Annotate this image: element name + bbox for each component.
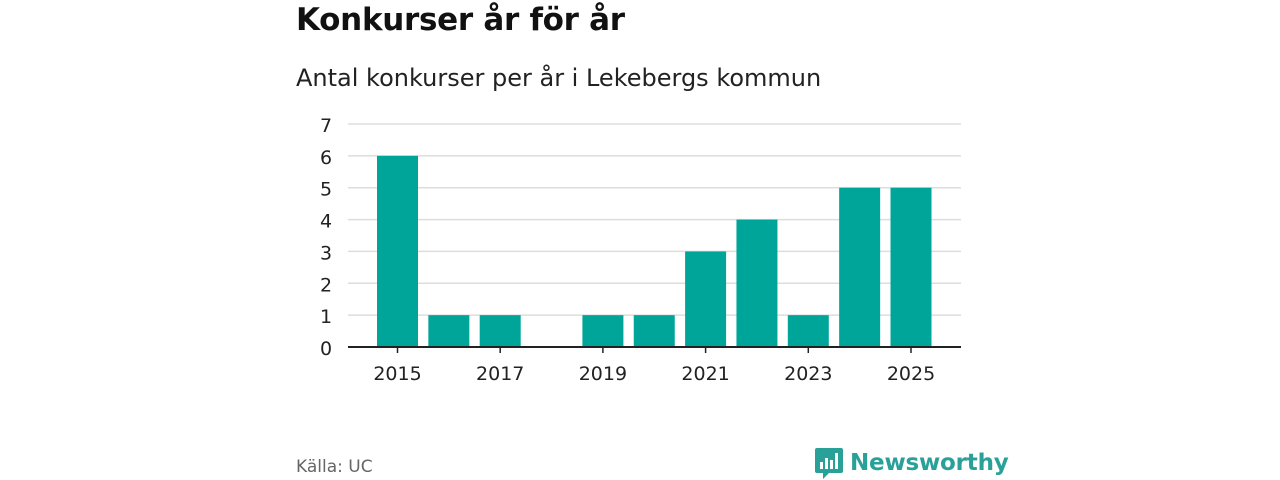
y-axis-ticks: 0 1 2 3 4 5 6 7 bbox=[320, 115, 332, 360]
brand-logo: Newsworthy bbox=[814, 446, 1009, 480]
bar-2025 bbox=[890, 187, 932, 347]
y-tick-label: 6 bbox=[320, 147, 332, 169]
bar-2015 bbox=[377, 155, 418, 347]
y-tick-label: 2 bbox=[320, 274, 332, 296]
x-tick-label: 2021 bbox=[681, 363, 729, 385]
y-tick-label: 5 bbox=[320, 179, 332, 201]
x-axis-ticks: 2015 2017 2019 2021 2023 2025 bbox=[373, 347, 935, 385]
bar-2020 bbox=[633, 315, 675, 347]
y-tick-label: 4 bbox=[320, 211, 332, 233]
bar-2017 bbox=[479, 315, 521, 347]
brand-name: Newsworthy bbox=[850, 450, 1009, 476]
bar-2019 bbox=[582, 315, 624, 347]
x-tick-label: 2015 bbox=[373, 363, 421, 385]
bar-2022 bbox=[736, 219, 778, 347]
bar-2024 bbox=[839, 187, 881, 347]
chart-subtitle: Antal konkurser per år i Lekebergs kommu… bbox=[296, 64, 822, 92]
y-tick-label: 1 bbox=[320, 306, 332, 328]
bar-2016 bbox=[428, 315, 470, 347]
bar-chart: 0 1 2 3 4 5 6 7 2015 2017 2019 2021 2023 2025 bbox=[320, 115, 961, 385]
bars bbox=[377, 155, 932, 347]
x-tick-label: 2019 bbox=[579, 363, 627, 385]
y-tick-label: 7 bbox=[320, 115, 332, 137]
x-tick-label: 2017 bbox=[476, 363, 524, 385]
bar-2021 bbox=[685, 251, 727, 347]
newsworthy-icon bbox=[815, 448, 843, 479]
bar-2023 bbox=[787, 315, 829, 347]
x-tick-label: 2025 bbox=[887, 363, 935, 385]
y-tick-label: 0 bbox=[320, 338, 332, 360]
y-tick-label: 3 bbox=[320, 242, 332, 264]
source-note: Källa: UC bbox=[296, 457, 373, 477]
chart-title: Konkurser år för år bbox=[296, 2, 625, 38]
x-tick-label: 2023 bbox=[784, 363, 832, 385]
